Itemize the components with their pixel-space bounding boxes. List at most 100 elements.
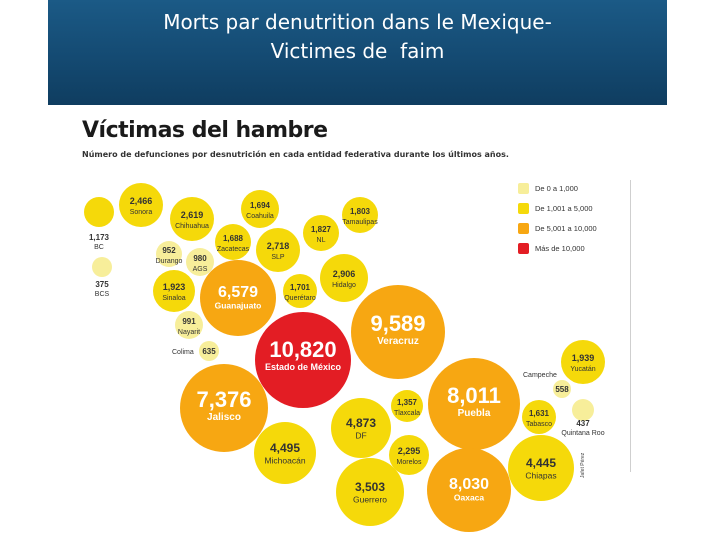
- bubble-ags: [186, 248, 214, 276]
- bubble-value: 1,631: [529, 409, 550, 418]
- bubble-nl: [303, 215, 339, 251]
- bubble-value: 635: [202, 347, 216, 356]
- bubble-hidalgo: [320, 254, 368, 302]
- bubble-name: Michoacán: [264, 456, 305, 466]
- bubble-name: Sinaloa: [162, 295, 185, 302]
- bubble-name: Oaxaca: [454, 493, 485, 503]
- legend-swatch: [518, 202, 529, 214]
- bubble-name: Estado de México: [265, 362, 342, 372]
- bubble-coahuila: [241, 190, 279, 228]
- bubble-queretaro: [283, 274, 317, 308]
- bubble-value: 8,030: [449, 476, 489, 493]
- bubble-nayarit: [175, 311, 203, 339]
- bubble-durango: [156, 241, 182, 267]
- bubble-name: AGS: [193, 266, 208, 273]
- bubble-value: 7,376: [196, 387, 251, 412]
- bubble-value: 1,803: [350, 207, 371, 216]
- bubble-name: Sonora: [130, 209, 153, 216]
- bubble-name: Quintana Roo: [561, 430, 604, 437]
- legend: De 0 a 1,000 De 1,001 a 5,000 De 5,001 a 1…: [518, 180, 597, 260]
- bubble-guerrero: [336, 458, 404, 526]
- bubble-value: 2,906: [333, 269, 356, 279]
- bubble-name: Chihuahua: [175, 223, 209, 230]
- legend-label: De 5,001 a 10,000: [535, 223, 597, 233]
- bubble-slp: [256, 228, 300, 272]
- bubble-value: 8,011: [447, 383, 501, 408]
- bubble-tabasco: [522, 400, 556, 434]
- slide-title-line-1: Morts par denutrition dans le Mexique-: [163, 10, 552, 34]
- bubble-bc: [84, 197, 114, 227]
- bubble-value: 1,923: [163, 282, 186, 292]
- slide-title-banner: Morts par denutrition dans le Mexique- V…: [48, 0, 667, 105]
- bubble-name: Morelos: [397, 459, 422, 466]
- bubble-colima: [199, 341, 219, 361]
- bubble-value: 4,873: [346, 416, 376, 430]
- bubble-campeche: [553, 380, 571, 398]
- bubble-value: 991: [182, 317, 196, 326]
- bubble-value: 6,579: [218, 284, 258, 301]
- legend-swatch: [518, 242, 529, 254]
- legend-item: De 5,001 a 10,000: [518, 220, 597, 236]
- bubble-tamaulipas: [342, 197, 378, 233]
- bubble-name: Campeche: [523, 372, 557, 379]
- bubble-name: SLP: [271, 254, 285, 261]
- bubble-value: 4,495: [270, 441, 300, 455]
- bubble-sinaloa: [153, 270, 195, 312]
- bubble-value: 2,718: [267, 241, 290, 251]
- bubble-name: Querétaro: [284, 295, 316, 302]
- bubble-name: Hidalgo: [332, 282, 356, 289]
- bubble-value: 1,357: [397, 398, 418, 407]
- bubble-name: BC: [94, 244, 104, 251]
- bubble-zacatecas: [215, 224, 251, 260]
- bubble-value: 3,503: [355, 480, 385, 494]
- bubble-value: 10,820: [269, 337, 336, 362]
- legend-label: De 1,001 a 5,000: [535, 203, 593, 213]
- bubble-value: 4,445: [526, 456, 556, 470]
- legend-swatch: [518, 222, 529, 234]
- bubble-chihuahua: [170, 197, 214, 241]
- bubble-name: Yucatán: [570, 366, 595, 373]
- bubble-morelos: [389, 435, 429, 475]
- bubble-name: NL: [317, 237, 326, 244]
- bubble-chiapas: [508, 435, 574, 501]
- bubble-name: BCS: [95, 291, 110, 298]
- bubble-name: Jalisco: [207, 412, 241, 423]
- bubble-jalisco: [180, 364, 268, 452]
- bubble-name: Veracruz: [377, 336, 419, 347]
- bubble-name: Chiapas: [525, 471, 556, 481]
- bubble-tlaxcala: [391, 390, 423, 422]
- infographic-subtitle: Número de defunciones por desnutrición e…: [82, 150, 509, 159]
- legend-item: De 0 a 1,000: [518, 180, 597, 196]
- bubble-quintana-roo: [572, 399, 594, 421]
- bubble-df: [331, 398, 391, 458]
- infographic-title: Víctimas del hambre: [82, 118, 328, 143]
- bubble-value: 2,295: [398, 446, 421, 456]
- bubble-name: Tabasco: [526, 421, 552, 428]
- slide-title-line-2: Victimes de faim: [270, 39, 445, 63]
- bubble-michoacan: [254, 422, 316, 484]
- slide-title: Morts par denutrition dans le Mexique- V…: [48, 8, 667, 66]
- bubble-estado-de-mexico: [255, 312, 351, 408]
- bubble-name: Durango: [156, 258, 183, 265]
- bubble-oaxaca: [427, 448, 511, 532]
- divider-line: [630, 180, 631, 472]
- bubble-value: 2,619: [181, 210, 204, 220]
- bubble-name: Zacatecas: [217, 246, 250, 253]
- bubble-guanajuato: [200, 260, 276, 336]
- bubble-name: Colima: [172, 349, 194, 356]
- bubble-value: 1,701: [290, 283, 311, 292]
- bubble-value: 558: [555, 385, 569, 394]
- bubble-puebla: [428, 358, 520, 450]
- bubble-name: Guanajuato: [215, 301, 262, 311]
- bubble-sonora: [119, 183, 163, 227]
- bubble-value: 9,589: [370, 311, 425, 336]
- bubble-value: 980: [193, 254, 207, 263]
- bubble-value: 1,939: [572, 353, 595, 363]
- bubble-veracruz: [351, 285, 445, 379]
- legend-item: De 1,001 a 5,000: [518, 200, 597, 216]
- bubble-value: 375: [95, 280, 109, 289]
- bubble-name: Tlaxcala: [394, 410, 420, 417]
- legend-swatch: [518, 182, 529, 194]
- bubble-value: 1,688: [223, 234, 244, 243]
